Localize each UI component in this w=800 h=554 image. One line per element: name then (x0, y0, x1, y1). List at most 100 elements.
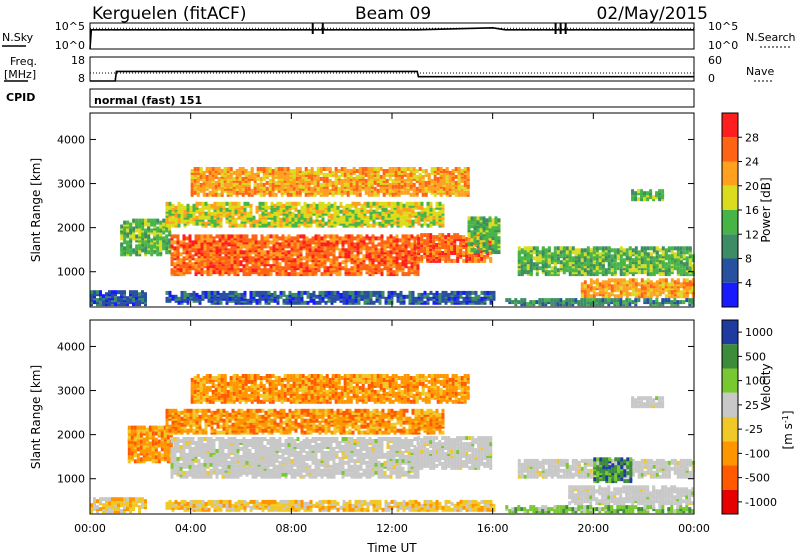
heatmap-cell (165, 234, 169, 239)
heatmap-cell (426, 247, 430, 251)
heatmap-cell (432, 258, 436, 263)
heatmap-cell (282, 203, 286, 208)
heatmap-cell (348, 294, 352, 299)
heatmap-cell (232, 170, 236, 175)
heatmap-cell (323, 246, 327, 251)
heatmap-cell (283, 167, 287, 171)
heatmap-cell (347, 268, 351, 273)
heatmap-cell (631, 292, 635, 297)
heatmap-cell (345, 290, 349, 295)
heatmap-cell (649, 294, 653, 299)
heatmap-cell (278, 246, 282, 251)
heatmap-cell (231, 211, 235, 216)
heatmap-cell (269, 240, 273, 245)
heatmap-cell (454, 188, 458, 193)
heatmap-cell (256, 167, 260, 171)
heatmap-cell (610, 262, 614, 267)
heatmap-cell (610, 278, 614, 283)
heatmap-cell (685, 256, 689, 261)
heatmap-cell (382, 186, 386, 191)
heatmap-cell (120, 236, 124, 241)
heatmap-cell (386, 236, 390, 241)
heatmap-cell (272, 246, 276, 251)
heatmap-cell (467, 216, 471, 221)
heatmap-cell (285, 294, 289, 299)
heatmap-cell (471, 290, 475, 295)
heatmap-cell (138, 246, 142, 251)
heatmap-cell (453, 296, 457, 301)
heatmap-cell (165, 290, 169, 295)
heatmap-cell (408, 207, 412, 212)
heatmap-cell (634, 268, 638, 273)
heatmap-cell (655, 268, 659, 273)
heatmap-cell (278, 262, 282, 267)
heatmap-cell (170, 234, 174, 239)
heatmap-cell (135, 244, 139, 249)
heatmap-cell (276, 201, 280, 206)
heatmap-cell (646, 268, 650, 273)
heatmap-cell (407, 270, 411, 275)
heatmap-cell (264, 205, 268, 210)
heatmap-cell (249, 213, 253, 218)
heatmap-cell (215, 270, 219, 275)
heatmap-cell (311, 254, 315, 259)
heatmap-cell (517, 250, 521, 255)
heatmap-cell (194, 258, 198, 263)
heatmap-cell (224, 250, 228, 255)
heatmap-cell (688, 280, 692, 285)
heatmap-cell (589, 272, 593, 277)
heatmap-cell (467, 246, 471, 251)
heatmap-cell (399, 223, 403, 228)
heatmap-cell (429, 290, 433, 295)
heatmap-cell (384, 215, 388, 220)
heatmap-cell (263, 236, 267, 241)
heatmap-cell (553, 266, 557, 271)
heatmap-cell (165, 207, 169, 212)
heatmap-cell (408, 201, 412, 206)
heatmap-cell (387, 294, 391, 299)
heatmap-cell (640, 246, 644, 251)
heatmap-cell (195, 292, 199, 297)
heatmap-cell (289, 192, 293, 197)
heatmap-cell (426, 233, 430, 238)
heatmap-cell (316, 170, 320, 175)
heatmap-cell (450, 300, 454, 305)
heatmap-cell (192, 296, 196, 301)
heatmap-cell (180, 207, 184, 212)
heatmap-cell (321, 296, 325, 301)
freq-series-line (90, 70, 694, 82)
heatmap-cell (357, 290, 361, 295)
heatmap-cell (456, 233, 460, 238)
heatmap-cell (571, 268, 575, 273)
heatmap-cell (411, 209, 415, 214)
heatmap-cell (341, 240, 345, 245)
heatmap-cell (210, 219, 214, 224)
heatmap-cell (117, 290, 120, 295)
heatmap-cell (411, 219, 415, 224)
heatmap-cell (230, 234, 234, 239)
heatmap-cell (216, 201, 220, 206)
heatmap-cell (441, 233, 445, 238)
heatmap-cell (628, 260, 632, 265)
heatmap-cell (358, 174, 362, 179)
heatmap-cell (399, 201, 403, 206)
heatmap-cell (426, 201, 430, 206)
heatmap-cell (646, 246, 650, 251)
nsearch-label: N.Search (746, 31, 796, 44)
heatmap-cell (417, 211, 421, 216)
heatmap-cell (147, 234, 151, 239)
heatmap-cell (265, 167, 269, 171)
heatmap-cell (317, 234, 321, 239)
heatmap-cell (394, 188, 398, 193)
heatmap-cell (658, 264, 662, 269)
heatmap-cell (589, 268, 593, 273)
heatmap-cell (372, 223, 376, 228)
heatmap-cell (401, 242, 405, 247)
heatmap-cell (360, 294, 364, 299)
heatmap-cell (482, 242, 486, 247)
heatmap-cell (520, 264, 524, 269)
heatmap-cell (354, 201, 358, 206)
heatmap-cell (217, 192, 221, 197)
heatmap-cell (377, 248, 381, 253)
heatmap-cell (381, 290, 385, 295)
